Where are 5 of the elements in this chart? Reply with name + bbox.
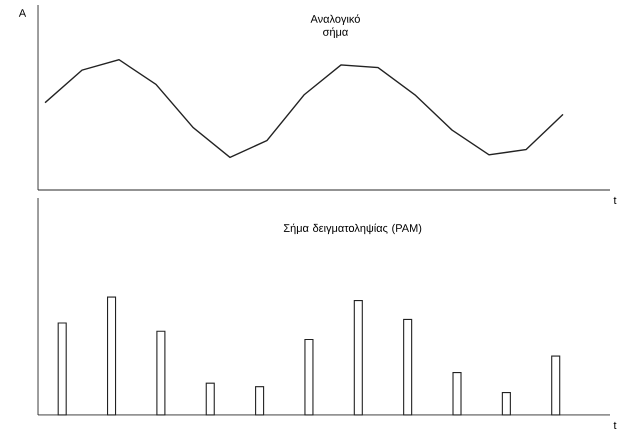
chart-title: Σήμα δειγματοληψίας (PAM)	[284, 224, 422, 234]
x-axis-title: t	[614, 422, 616, 430]
chart-title: Αναλογικό σήμα	[310, 14, 360, 38]
x-axis-title: t	[614, 196, 616, 204]
y-axis-title: A	[18, 9, 26, 17]
